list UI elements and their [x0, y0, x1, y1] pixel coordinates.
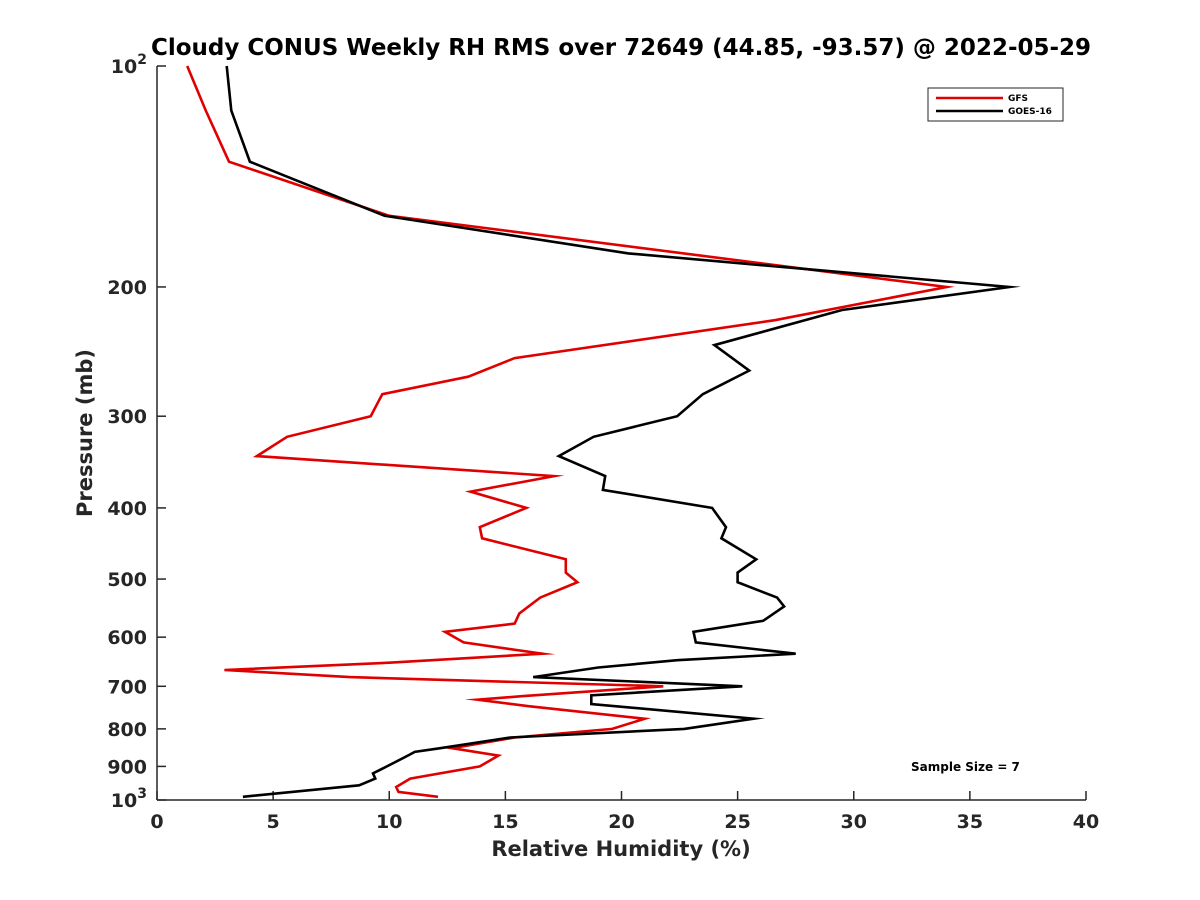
y-tick-exponent: 3 — [137, 786, 147, 802]
x-axis-ticks: 0 5 10 15 20 25 30 35 40 — [150, 791, 1099, 833]
y-tick-base: 10 — [111, 56, 137, 78]
y-tick-label: 900 — [107, 756, 147, 778]
series-line-goes16 — [225, 65, 1021, 799]
sample-size-annotation: Sample Size = 7 — [911, 760, 1020, 774]
x-tick-label: 5 — [267, 811, 280, 833]
x-tick-label: 15 — [492, 811, 518, 833]
y-tick-exponent: 2 — [137, 52, 147, 68]
y-tick-label: 600 — [107, 627, 147, 649]
y-tick-base: 10 — [111, 790, 137, 812]
x-tick-label: 35 — [957, 811, 983, 833]
legend-label-gfs: GFS — [1008, 94, 1028, 104]
chart-title: Cloudy CONUS Weekly RH RMS over 72649 (4… — [151, 35, 1091, 61]
y-tick-label: 102 — [111, 52, 147, 78]
y-tick-label: 300 — [107, 406, 147, 428]
x-tick-label: 40 — [1073, 811, 1099, 833]
y-tick-label: 200 — [107, 277, 147, 299]
x-axis-label: Relative Humidity (%) — [491, 837, 750, 861]
y-tick-label: 103 — [111, 786, 147, 812]
legend: GFS GOES-16 — [927, 87, 1064, 122]
x-tick-label: 0 — [150, 811, 163, 833]
y-tick-label: 500 — [107, 569, 147, 591]
x-tick-label: 10 — [376, 811, 402, 833]
x-tick-label: 20 — [608, 811, 634, 833]
x-tick-label: 30 — [841, 811, 867, 833]
y-tick-label: 400 — [107, 498, 147, 520]
legend-box — [927, 87, 1064, 122]
legend-label-goes16: GOES-16 — [1008, 107, 1052, 117]
y-tick-label: 800 — [107, 719, 147, 741]
x-tick-label: 25 — [724, 811, 750, 833]
y-axis-label: Pressure (mb) — [73, 349, 97, 517]
y-tick-label: 700 — [107, 676, 147, 698]
series-layer — [186, 65, 1021, 799]
